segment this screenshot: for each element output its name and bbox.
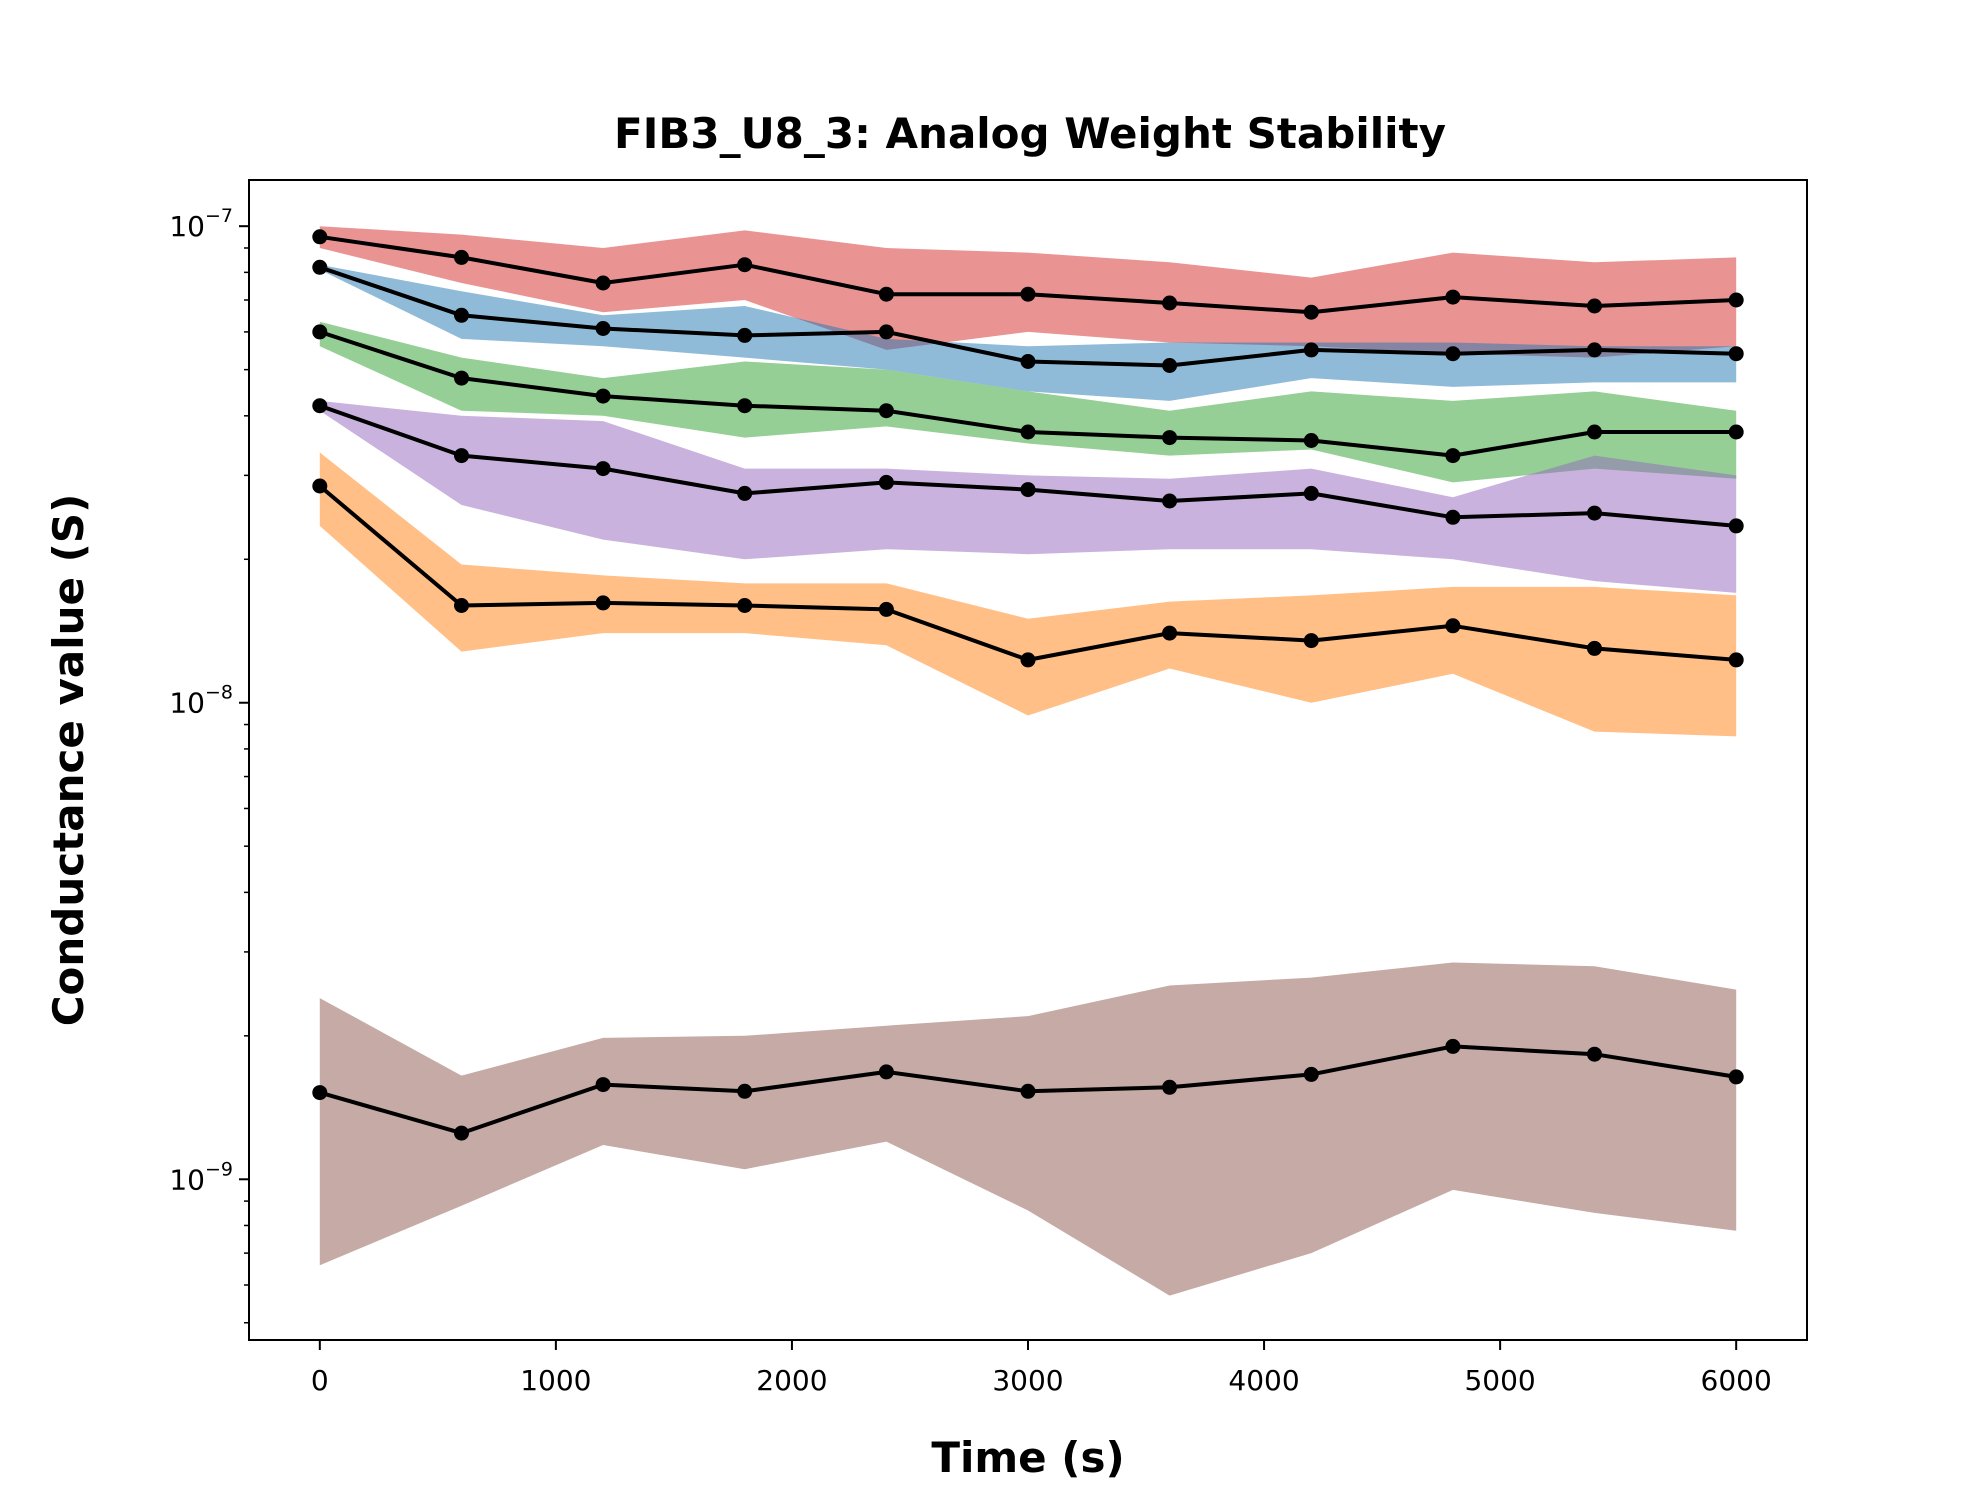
- series-2-point-2: [595, 388, 611, 404]
- series-5-point-9: [1587, 1046, 1602, 1062]
- series-1-point-2: [595, 321, 611, 336]
- series-4-point-8: [1445, 618, 1461, 634]
- x-tick-label: 1000: [520, 1364, 591, 1397]
- y-axis: 10−710−810−9: [169, 205, 249, 1324]
- x-tick-label: 2000: [756, 1364, 827, 1397]
- series-5-point-0: [312, 1085, 328, 1101]
- y-axis-label: Conductance value (S): [44, 494, 93, 1027]
- series-3-point-5: [1020, 482, 1036, 498]
- y-tick-label: 10−7: [169, 205, 233, 243]
- series-4-band: [319, 452, 1737, 737]
- series-5-point-5: [1020, 1083, 1036, 1099]
- x-axis: 0 1000 2000 3000 4000 5000 6000: [311, 1340, 1772, 1397]
- series-2-point-4: [878, 403, 894, 419]
- series-1-point-3: [737, 327, 753, 343]
- series-5-point-7: [1303, 1066, 1319, 1082]
- series-2-point-3: [737, 398, 753, 414]
- series-4-point-3: [737, 598, 753, 613]
- series-0-point-1: [454, 249, 469, 265]
- series-0-point-5: [1020, 286, 1036, 302]
- x-tick-label: 6000: [1701, 1364, 1772, 1397]
- series-3-point-3: [737, 485, 753, 501]
- series-4-point-10: [1728, 652, 1744, 668]
- series-4-point-0: [312, 478, 328, 494]
- series-4-point-1: [454, 598, 469, 613]
- series-1-point-7: [1303, 342, 1319, 358]
- series-3-point-4: [878, 474, 894, 490]
- series-2-point-9: [1587, 424, 1602, 440]
- series-0-point-4: [878, 286, 894, 302]
- series-1-point-0: [312, 259, 328, 275]
- series-2-point-0: [312, 324, 328, 340]
- series-1-point-10: [1728, 346, 1744, 362]
- series-5-point-1: [454, 1125, 469, 1141]
- series-2-point-1: [454, 370, 469, 386]
- series-0-point-8: [1445, 289, 1461, 305]
- x-tick-label: 3000: [992, 1364, 1063, 1397]
- series-3-point-7: [1303, 485, 1319, 501]
- series-1-point-8: [1445, 346, 1461, 362]
- y-tick-label: 10−9: [169, 1158, 233, 1196]
- series-4-point-7: [1303, 633, 1319, 649]
- series-5-point-6: [1162, 1079, 1178, 1095]
- series-2-point-6: [1162, 430, 1178, 446]
- series-5-point-10: [1728, 1069, 1744, 1085]
- series-0-point-2: [595, 275, 611, 291]
- series-5-point-4: [878, 1064, 894, 1080]
- series-1-point-6: [1162, 358, 1178, 373]
- series-2-point-5: [1020, 424, 1036, 440]
- series-4-point-4: [878, 601, 894, 617]
- series-points: [312, 229, 1744, 1141]
- chart-title: FIB3_U8_3: Analog Weight Stability: [614, 109, 1446, 158]
- series-5-band: [319, 962, 1737, 1296]
- series-1-point-5: [1020, 354, 1036, 369]
- series-4-point-5: [1020, 652, 1036, 668]
- series-0-point-3: [737, 257, 753, 273]
- x-tick-label: 4000: [1228, 1364, 1299, 1397]
- series-3-point-1: [454, 448, 469, 464]
- series-5-point-2: [595, 1077, 611, 1093]
- series-0-point-0: [312, 229, 328, 245]
- series-0-point-10: [1728, 292, 1744, 308]
- series-1-point-1: [454, 307, 469, 323]
- series-0-point-7: [1303, 304, 1319, 320]
- series-3-point-2: [595, 461, 611, 477]
- series-5-point-8: [1445, 1038, 1461, 1054]
- series-3-point-6: [1162, 493, 1178, 509]
- series-1-point-4: [878, 324, 894, 340]
- x-tick-label: 0: [311, 1364, 329, 1397]
- series-4-point-6: [1162, 625, 1178, 641]
- series-4-point-9: [1587, 640, 1602, 656]
- series-4-point-2: [595, 595, 611, 611]
- series-0-point-9: [1587, 298, 1602, 314]
- series-3-point-10: [1728, 518, 1744, 534]
- series-2-point-8: [1445, 448, 1461, 464]
- series-5-point-3: [737, 1083, 753, 1099]
- series-1-band: [319, 264, 1737, 401]
- series-2-band: [319, 321, 1737, 483]
- series-3-point-0: [312, 398, 328, 414]
- x-axis-label: Time (s): [931, 1433, 1124, 1482]
- series-2-point-7: [1303, 433, 1319, 448]
- series-3-point-8: [1445, 509, 1461, 525]
- series-2-point-10: [1728, 424, 1744, 440]
- series-1-point-9: [1587, 342, 1602, 358]
- series-0-point-6: [1162, 295, 1178, 311]
- series-3-point-9: [1587, 505, 1602, 521]
- x-tick-label: 5000: [1464, 1364, 1535, 1397]
